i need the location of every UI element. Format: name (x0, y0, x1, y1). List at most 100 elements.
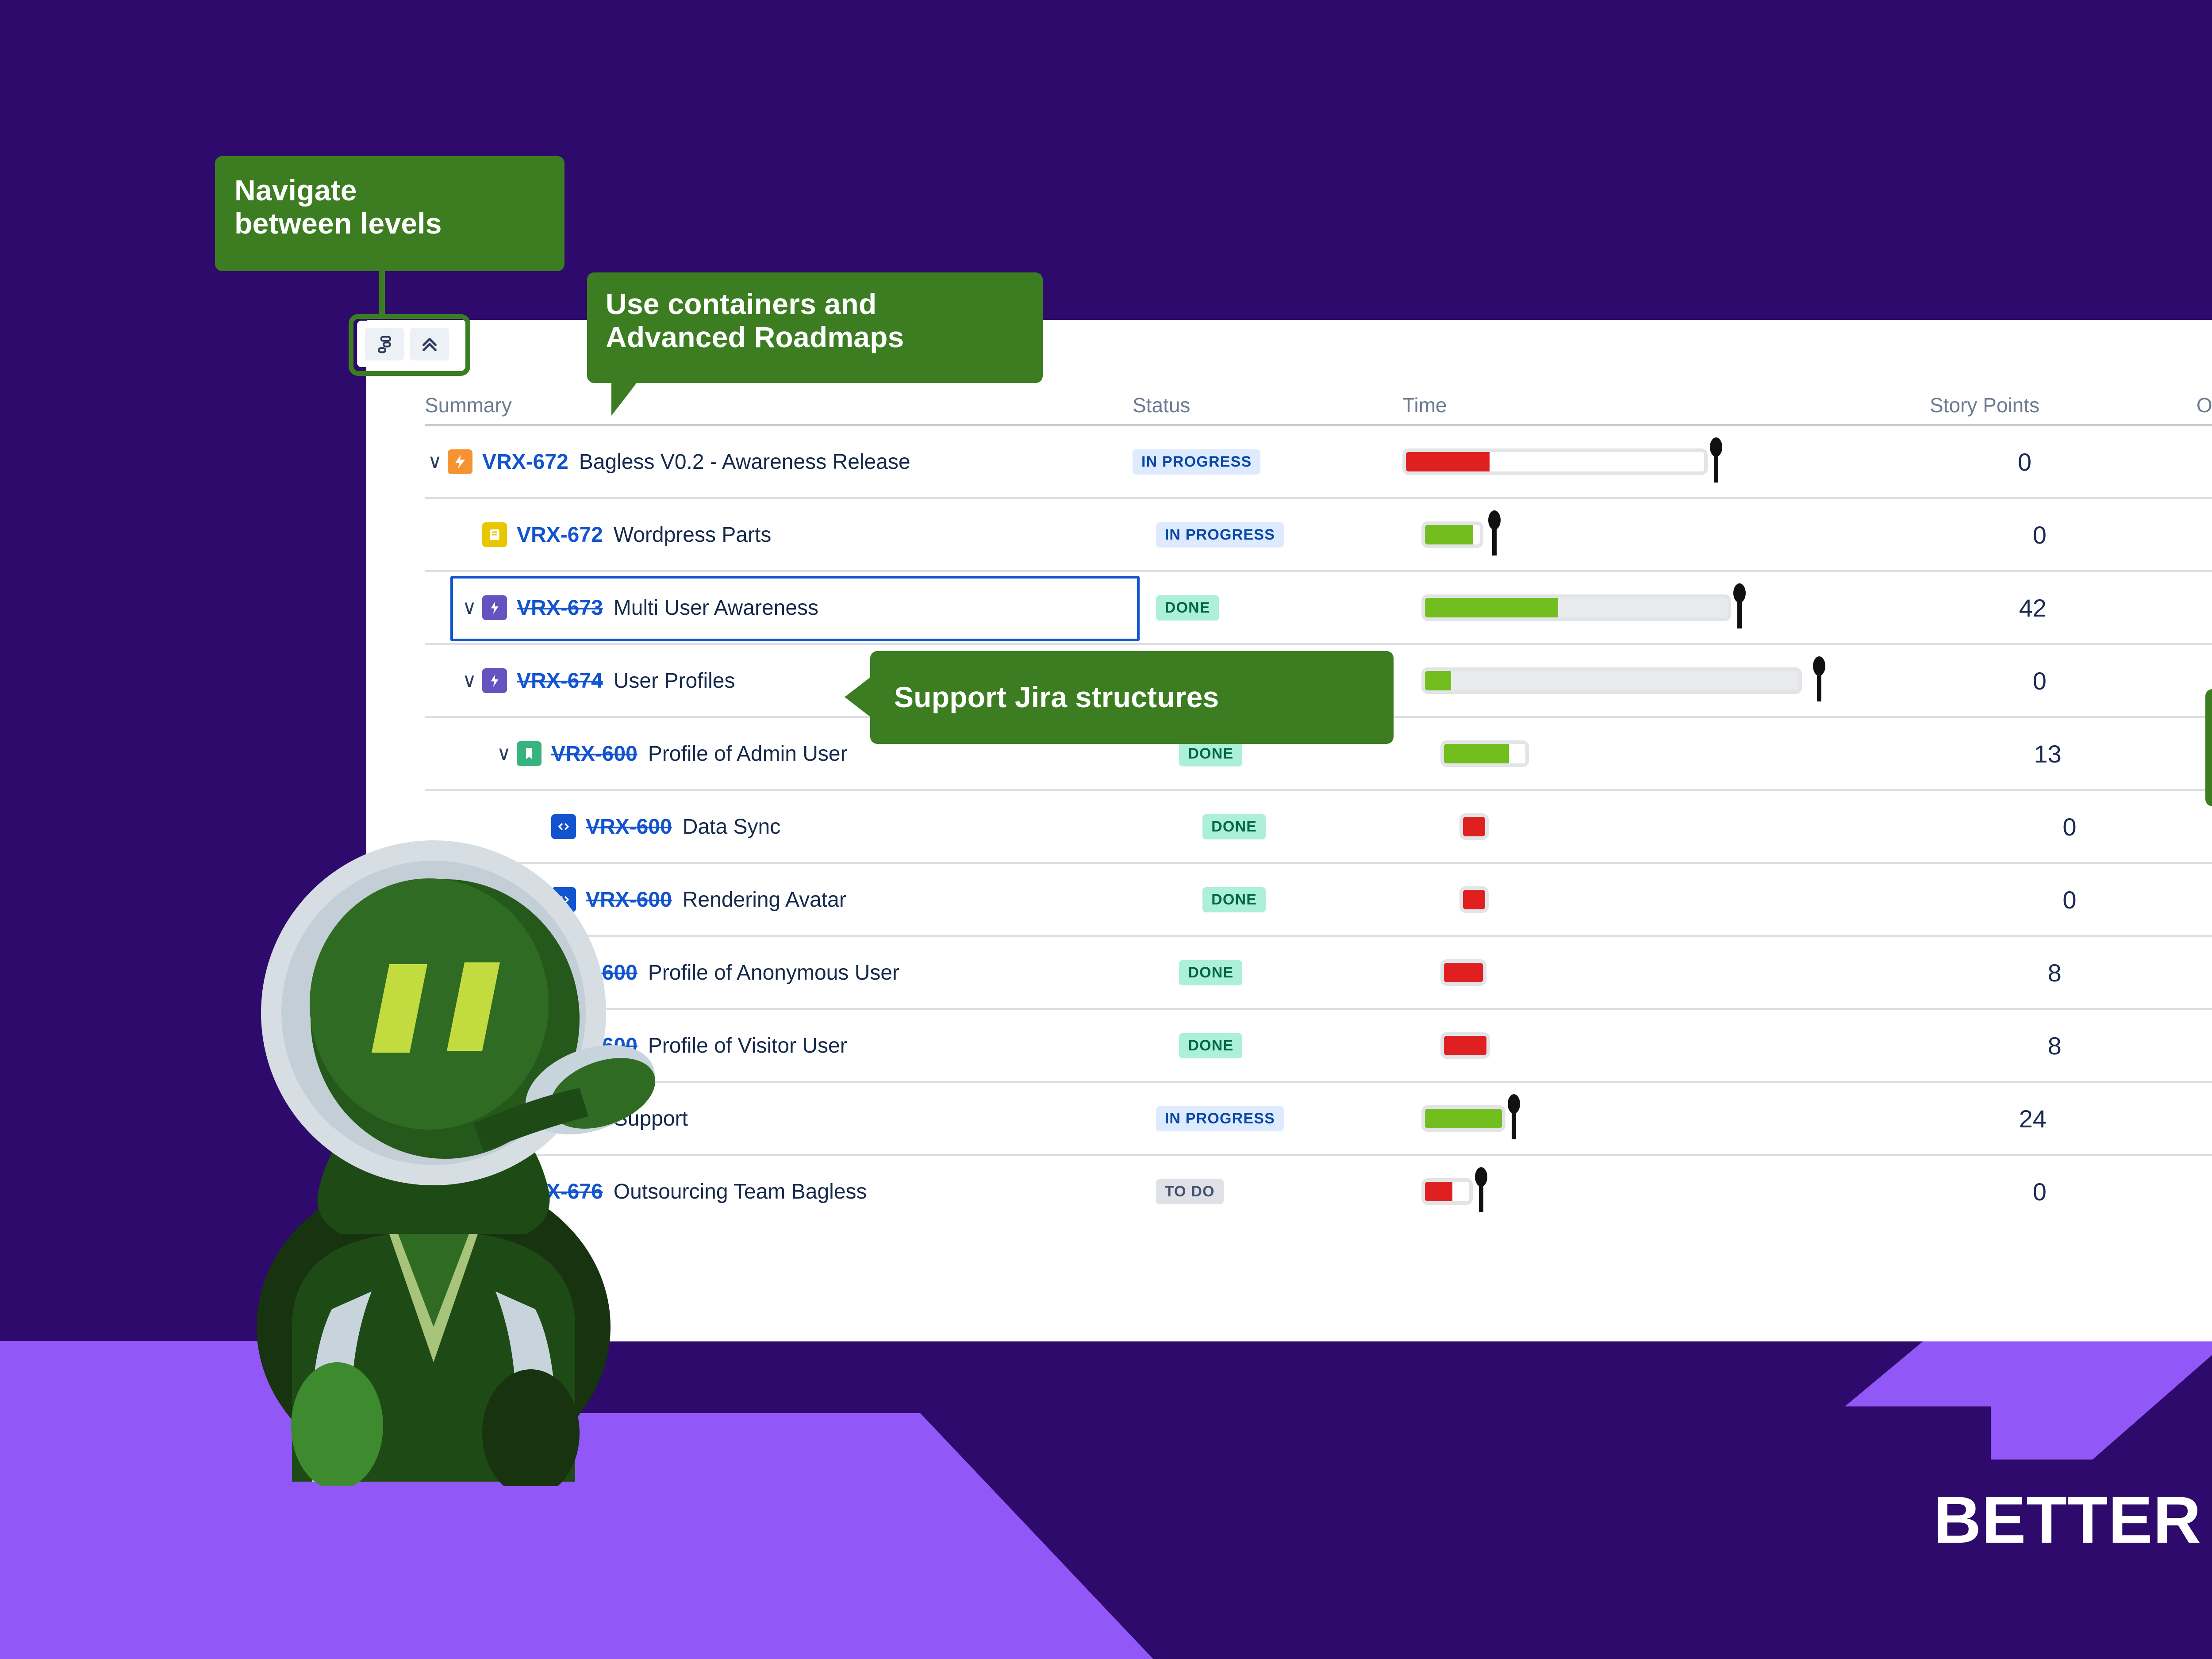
progress-remainder (1473, 525, 1480, 544)
cell-original-estimate-value: 0h (2055, 1177, 2212, 1206)
cell-story-points-value: 42 (2019, 594, 2047, 622)
callout-jira-tail (845, 677, 871, 717)
issue-key-link[interactable]: VRX-600 (586, 888, 672, 912)
time-estimate-marker (1733, 583, 1746, 628)
issue-title[interactable]: Profile of Admin User (648, 742, 848, 766)
cell-original-estimate: 0h (2070, 739, 2212, 768)
cell-time (1421, 583, 1802, 628)
callout-metrics: Summarize differentmetrics (2205, 689, 2212, 806)
cell-status: DONE (1202, 887, 1459, 912)
cell-story-points-value: 0 (2062, 885, 2077, 914)
collapse-all-icon[interactable] (410, 327, 449, 360)
cell-story-points-value: 8 (2047, 958, 2062, 987)
chevron-down-icon[interactable]: ∨ (496, 743, 511, 764)
cell-original-estimate: 0h (2070, 958, 2212, 987)
status-badge[interactable]: TO DO (1156, 1179, 1224, 1204)
cell-story-points: 0 (1802, 667, 2055, 695)
status-badge[interactable]: IN PROGRESS (1133, 449, 1261, 475)
status-badge[interactable]: DONE (1202, 887, 1266, 912)
progress-fill (1463, 817, 1486, 836)
cell-summary: ∨ VRX-674 User Profiles (425, 668, 1156, 693)
issue-title[interactable]: Multi User Awareness (613, 596, 819, 620)
progress-fill (1425, 671, 1452, 690)
issue-table: Summary Status Time Story Points Origina… (425, 386, 2212, 1227)
col-story-points: Story Points (1930, 394, 2039, 417)
cell-original-estimate: ∑60h (2055, 1104, 2212, 1133)
robot-mascot (257, 840, 656, 1486)
cell-story-points: 13 (1821, 739, 2070, 768)
cell-original-estimate-value: 0h (2070, 958, 2212, 987)
issue-key-link[interactable]: VRX-672 (482, 450, 568, 474)
status-badge[interactable]: DONE (1156, 595, 1219, 621)
cell-original-estimate: 0h (2055, 1177, 2212, 1206)
time-estimate-marker (1475, 1167, 1488, 1212)
cell-original-estimate: 0h (2085, 885, 2212, 914)
issue-key-link[interactable]: VRX-674 (517, 669, 603, 693)
issue-title[interactable]: Bagless V0.2 - Awareness Release (579, 450, 910, 474)
issue-title[interactable]: User Profiles (613, 669, 735, 693)
progress-remainder (1452, 1182, 1470, 1201)
issue-key-link[interactable]: VRX-672 (517, 523, 603, 547)
epic-icon (448, 449, 472, 474)
issue-key-link[interactable]: VRX-673 (517, 596, 603, 620)
issue-title[interactable]: Rendering Avatar (682, 888, 846, 912)
callout-jira-structures: Support Jira structures (845, 651, 1394, 744)
cell-story-points: 24 (1802, 1104, 2055, 1133)
cell-time (1440, 956, 1821, 989)
cell-time (1421, 656, 1826, 701)
issue-title[interactable]: Profile of Visitor User (648, 1034, 847, 1057)
time-progress-bar (1459, 810, 1840, 843)
cell-original-estimate: ∑150h (2055, 594, 2212, 622)
status-badge[interactable]: IN PROGRESS (1156, 522, 1284, 548)
issue-key-link[interactable]: VRX-600 (586, 815, 672, 839)
cell-status: IN PROGRESS (1156, 1106, 1421, 1131)
table-row[interactable]: ∨VRX-675SupportIN PROGRESS24∑60h∑58.6h∑6… (425, 1081, 2212, 1154)
issue-title[interactable]: Profile of Anonymous User (648, 961, 900, 985)
issue-title[interactable]: Data Sync (682, 815, 781, 839)
table-header-row: Summary Status Time Story Points Origina… (425, 386, 2212, 424)
col-original-estimate: Original estimate (2196, 394, 2212, 417)
cell-original-estimate-value: 0h (2085, 812, 2212, 841)
cell-story-points-value: 0 (2032, 1177, 2047, 1206)
time-progress-bar (1421, 1094, 1802, 1139)
status-badge[interactable]: DONE (1179, 960, 1243, 985)
cell-summary: ∨ VRX-600 Profile of Admin User (425, 741, 1179, 766)
issue-key-link[interactable]: VRX-600 (551, 742, 637, 766)
cell-time (1459, 883, 1840, 916)
toolbar-highlight-ring (349, 314, 470, 376)
progress-remainder (1451, 671, 1799, 690)
cell-story-points: 8 (1821, 1031, 2070, 1060)
cell-time (1459, 810, 1840, 843)
progress-fill (1425, 525, 1474, 544)
cell-original-estimate-value: 0h (2039, 448, 2212, 476)
chevron-down-icon[interactable]: ∨ (462, 597, 477, 618)
progress-fill (1425, 1109, 1502, 1128)
status-badge[interactable]: DONE (1179, 741, 1243, 766)
callout-containers-text: Use containers and Advanced Roadmaps (606, 287, 904, 354)
chevron-down-icon[interactable]: ∨ (462, 670, 477, 691)
callout-jira-text: Support Jira structures (894, 681, 1219, 714)
status-badge[interactable]: DONE (1202, 814, 1266, 839)
headline-text: BETTER ORGANIZE YOUR WORK (1933, 1483, 2212, 1557)
levels-icon[interactable] (365, 327, 404, 360)
status-badge[interactable]: IN PROGRESS (1156, 1106, 1284, 1131)
time-progress-bar (1421, 510, 1802, 556)
table-row[interactable]: ∨ VRX-672 Bagless V0.2 - Awareness Release… (425, 424, 2212, 497)
cell-original-estimate-value: 0h (2055, 667, 2212, 695)
callout-containers-tail (611, 381, 638, 416)
issue-title[interactable]: Outsourcing Team Bagless (613, 1180, 867, 1203)
cell-time (1440, 737, 1821, 770)
callout-navigate: Navigate between levels (215, 156, 565, 314)
issue-title[interactable]: Wordpress Parts (613, 523, 772, 547)
chevron-down-icon[interactable]: ∨ (427, 451, 442, 472)
progress-fill (1444, 744, 1509, 763)
time-progress-bar (1421, 583, 1802, 628)
cell-original-estimate-value: 0h (2070, 739, 2212, 768)
status-badge[interactable]: DONE (1179, 1033, 1243, 1058)
